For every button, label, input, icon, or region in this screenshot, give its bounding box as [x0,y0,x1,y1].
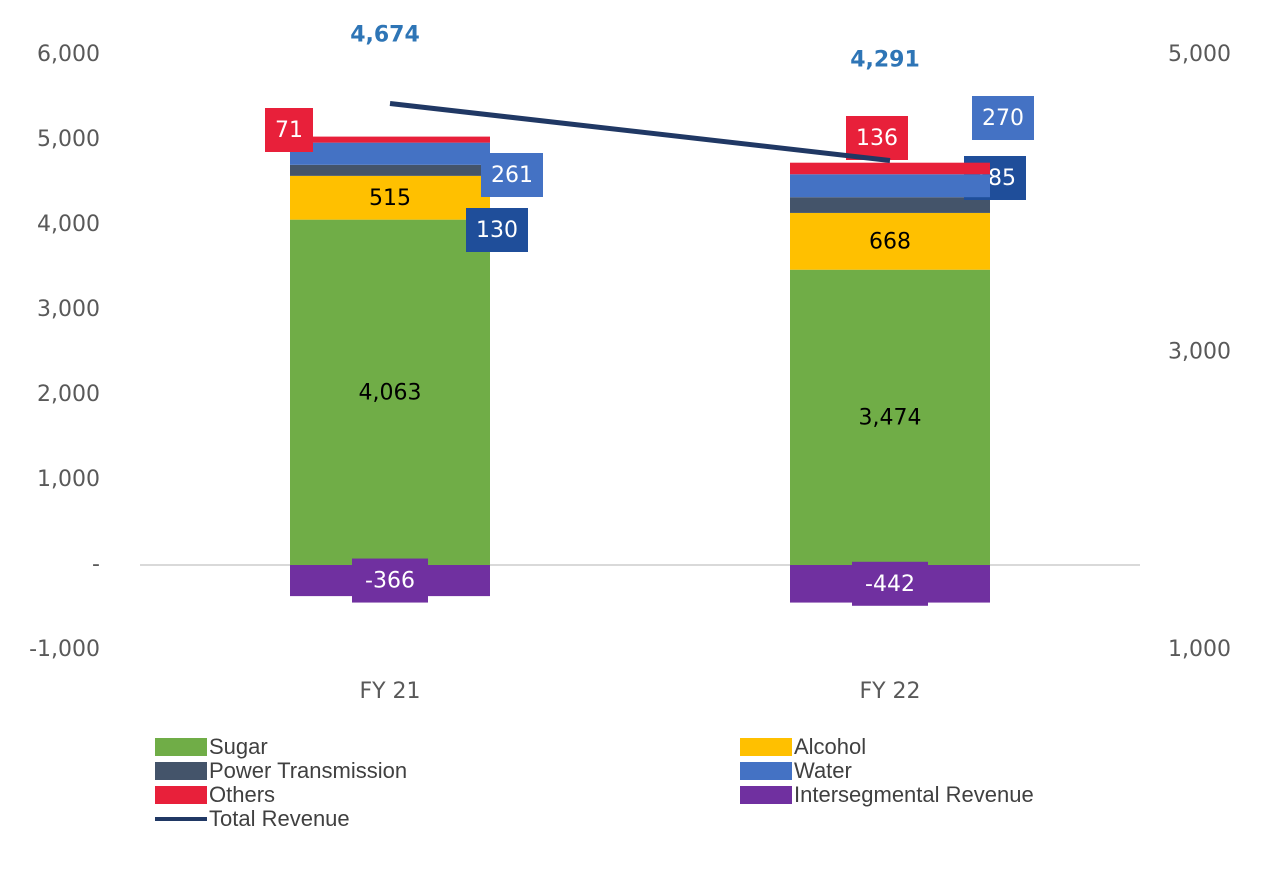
y-tick-label: 3,000 [37,297,100,322]
label-box [352,558,428,603]
data-label: 4,063 [359,380,422,405]
legend-label: Total Revenue [209,806,350,831]
legend-swatch [155,762,207,780]
bar-segment [290,136,490,143]
y2-tick-label: 3,000 [1168,340,1231,365]
y-tick-label: 4,000 [37,212,100,237]
label-box [972,96,1034,140]
y2-tick-label: 1,000 [1168,637,1231,662]
line [389,101,891,163]
label-box [481,153,543,197]
bar-segment [790,174,990,198]
legend-swatch [155,786,207,804]
bar-segment [290,164,490,176]
x-tick-label: FY 21 [359,679,420,704]
y-tick-label: -1,000 [29,637,100,662]
legend-label: Alcohol [794,734,866,759]
y-tick-label: 1,000 [37,467,100,492]
y-tick-label: 6,000 [37,42,100,67]
line-label: 4,674 [350,22,420,47]
y2-tick-label: 5,000 [1168,42,1231,67]
label-box [852,561,928,606]
bar-segment [290,175,490,220]
legend-label: Intersegmental Revenue [794,782,1034,807]
x-tick-label: FY 22 [859,679,920,704]
label-box [265,108,313,152]
y-tick-label: - [92,552,100,577]
bar-segment [790,197,990,213]
data-label: 136 [856,126,898,151]
line-label: 4,291 [850,47,920,72]
data-label: 270 [982,106,1024,131]
bar-segment [790,212,990,270]
data-label: 668 [869,229,911,254]
legend-swatch [155,738,207,756]
bar-segment [290,142,490,165]
y-tick-label: 5,000 [37,127,100,152]
data-label: 71 [275,118,303,143]
data-label: 3,474 [859,405,922,430]
y-tick-label: 2,000 [37,382,100,407]
data-label: 261 [491,163,533,188]
legend-label: Power Transmission [209,758,407,783]
data-label: -366 [365,569,415,594]
legend-label: Sugar [209,734,268,759]
legend-swatch [740,786,792,804]
legend-label: Others [209,782,275,807]
bar-segment [290,219,490,565]
data-label: 130 [476,218,518,243]
legend-swatch [740,762,792,780]
label-box [466,208,528,252]
label-box [846,116,908,160]
legend-label: Water [794,758,852,783]
bar-segment [790,162,990,175]
data-label: 515 [369,186,411,211]
bar-segment [790,269,990,565]
legend-swatch [740,738,792,756]
data-label: -442 [865,572,915,597]
